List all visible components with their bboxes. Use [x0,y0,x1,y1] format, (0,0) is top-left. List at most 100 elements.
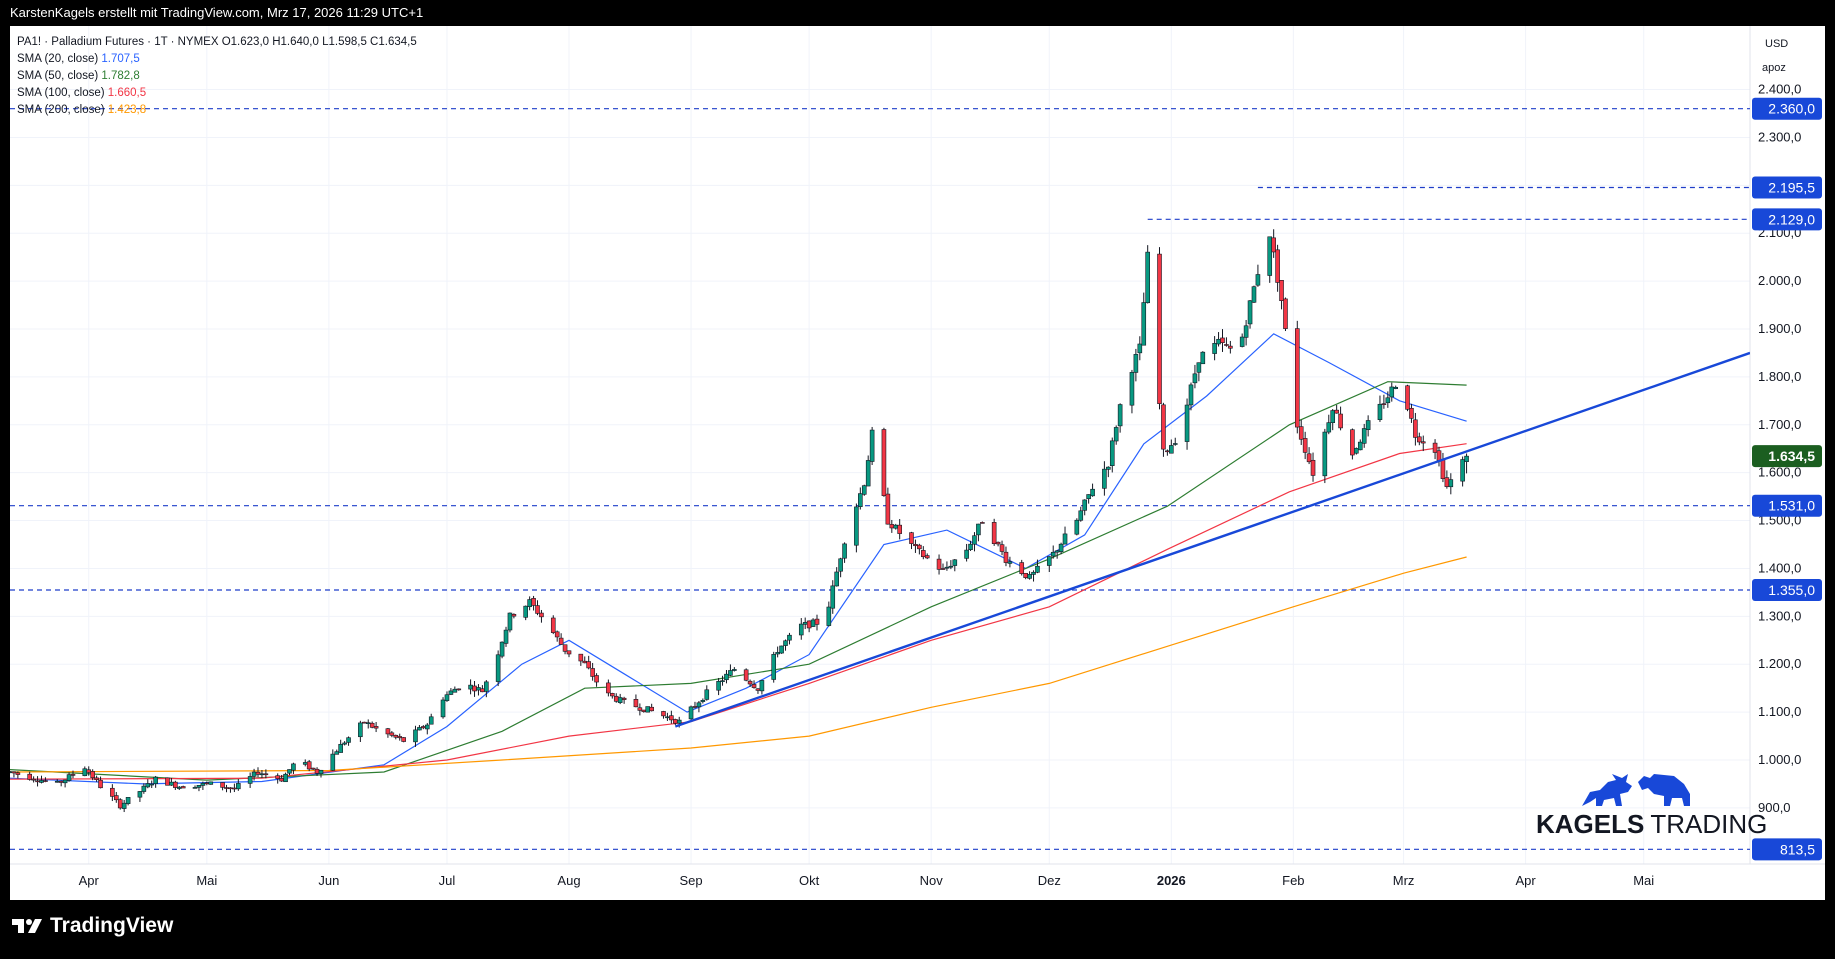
candle-up [10,771,13,773]
candle-up [476,687,481,691]
time-tick-label: Mai [196,873,217,888]
candle-down [582,660,588,664]
price-tick-label: 900,0 [1758,800,1791,815]
candle-down [535,605,540,614]
candle-down [917,544,922,550]
candle-down [991,522,997,545]
candle-up [779,645,784,654]
candle-down [554,631,560,638]
candle-down [1019,562,1025,574]
candle-down [511,613,517,617]
candle-up [1365,420,1371,430]
candle-up [802,622,808,625]
candle-up [1184,404,1190,442]
candle-up [1464,455,1469,462]
candle-up [854,506,859,546]
candle-up [830,585,836,609]
bear-icon [1638,774,1690,806]
candle-up [1251,286,1257,303]
price-tick-label: 1.400,0 [1758,560,1801,575]
candle-down [1436,450,1442,461]
candle-up [1074,519,1080,535]
candle-down [909,532,914,544]
candle-down [1275,249,1280,283]
legend-sma-value: 1.782,8 [101,70,139,82]
candle-down [310,767,316,770]
moving-averages [10,333,1467,785]
level-label: 1.531,0 [1768,498,1815,514]
candle-down [621,697,627,700]
candle-down [1228,345,1233,349]
candle-down [606,682,611,694]
candle-down [1350,429,1355,456]
candle-up [259,773,265,776]
horizontal-levels[interactable] [10,108,1750,850]
candle-down [633,699,639,708]
candle-down [649,706,654,712]
candle-down [661,711,666,717]
price-chart[interactable]: USD apoz 900,0 1.000,0 1.100,0 1.200,0 1.300… [0,0,1835,900]
candle-up [196,785,202,788]
candles[interactable] [8,229,1469,813]
candle-up [251,771,257,777]
bull-icon [1582,774,1632,806]
trendline[interactable] [674,351,1750,728]
candle-down [393,734,399,738]
time-tick-label: Apr [79,873,100,888]
candle-up [145,783,151,788]
candle-up [153,776,158,784]
candle-down [897,524,902,534]
price-axis: USD apoz 900,0 1.000,0 1.100,0 1.200,0 1.300… [1758,38,1801,815]
time-tick-label: Dez [1038,873,1061,888]
price-tick-label: 2.300,0 [1758,129,1801,144]
candle-up [787,634,792,641]
scale-mode-label[interactable]: apoz [1762,62,1786,74]
price-tick-label: 2.400,0 [1758,82,1801,97]
price-labels: 2.360,0 2.195,5 2.129,0 1.531,0 1.355,0 813,5… [1752,97,1822,861]
candle-up [688,706,694,720]
candle-up [869,429,875,462]
candle-down [31,778,36,781]
chart-frame [10,26,1825,900]
candle-up [1385,397,1391,404]
top-bar: KarstenKagels erstellt mit TradingView.c… [0,0,1835,26]
candle-down [35,780,40,783]
candle-up [952,559,958,566]
candle-down [940,568,946,570]
price-tick-label: 1.000,0 [1758,752,1801,767]
price-tick-label: 1.800,0 [1758,369,1801,384]
candle-up [125,797,131,804]
candle-down [1220,337,1225,344]
tradingview-logo[interactable]: TradingView [12,914,173,938]
watermark-bold: KAGELS [1536,809,1644,839]
candle-down [90,771,95,779]
candle-up [964,549,969,559]
candle-up [838,558,843,572]
candle-up [893,524,899,529]
candle-up [1212,343,1217,354]
legend-sma-value: 1.423,8 [108,104,146,116]
candle-down [232,787,237,790]
candle-up [783,640,788,646]
candle-up [417,727,422,731]
candle-up [1058,543,1064,553]
candle-up [1255,274,1261,286]
price-tick-label: 1.700,0 [1758,417,1801,432]
candle-up [858,493,863,508]
price-tick-label: 1.100,0 [1758,704,1801,719]
candle-down [980,522,985,524]
legend-sma-line: SMA (200, close) 1.423,8 [17,104,146,116]
time-tick-label: Sep [679,873,702,888]
candle-down [751,684,757,688]
candle-down [806,620,812,629]
candle-down [1279,280,1284,301]
candle-up [798,623,804,636]
candle-down [275,775,280,779]
candle-down [314,768,320,774]
candle-down [692,706,698,708]
candle-up [1172,443,1178,445]
candle-up [865,460,871,487]
candle-up [208,781,214,785]
level-label-bg [1752,838,1822,861]
level-label: 1.355,0 [1768,582,1815,598]
